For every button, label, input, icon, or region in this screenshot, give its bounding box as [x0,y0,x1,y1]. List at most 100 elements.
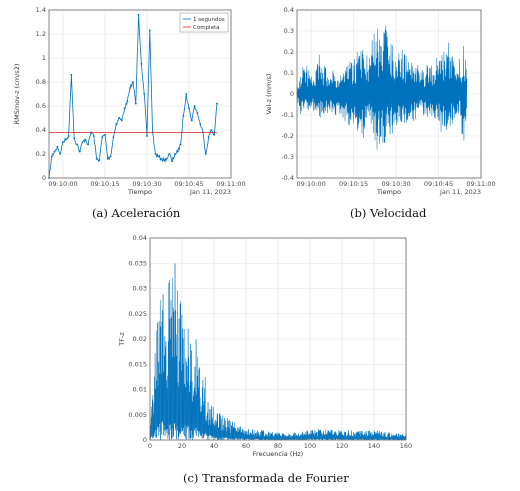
x-tick-label: 09:10:45 [174,180,203,188]
fourier-chart: 0 20 40 60 80 100 120 140 160 0 0.005 0.01 0.015 0.02… [118,234,412,458]
data-point [70,73,73,76]
legend-box [179,12,229,33]
y-tick-label: 0.4 [36,126,46,134]
data-point [126,100,129,103]
data-point [213,133,216,136]
caption-fourier: (c) Transformada de Fourier [183,471,349,485]
x-tick-label: 09:10:15 [90,180,119,188]
data-point [165,157,168,160]
x-tick-label: 09:11:00 [466,180,495,188]
velocity-chart: 09:10:00 09:10:15 09:10:30 09:10:45 09:11:00… [265,6,496,196]
acceleration-chart: 09:10:00 09:10:15 09:10:30 09:10:45 09:11:00… [13,6,246,196]
data-point [115,123,118,125]
date-label: Jan 11, 2023 [439,188,481,196]
y-tick-label: 0 [290,90,294,98]
date-label: Jan 11, 2023 [189,188,231,196]
data-point [59,153,62,155]
data-point [109,155,112,158]
y-tick-label: 0.035 [128,259,147,267]
x-axis-label: Frecuencia (Hz) [253,450,303,458]
data-point [179,143,182,146]
y-tick-label: 0.04 [133,234,147,242]
data-point [171,160,174,163]
data-point [199,123,202,125]
x-tick-label: 09:10:30 [381,180,410,188]
data-point [95,157,98,160]
x-tick-label: 60 [242,442,250,450]
plot-border [149,237,407,441]
data-point [53,150,56,153]
caption-acceleration: (a) Aceleración [92,206,181,220]
data-point [134,102,137,105]
plot-border [48,9,232,179]
series-line-velocity [296,25,468,150]
data-point [64,138,67,141]
data-point [56,145,59,148]
data-point [193,105,196,107]
x-tick-label: 09:11:00 [216,180,245,188]
data-point [168,153,171,155]
y-axis-label: RMSmov-z (cm/s2) [13,64,21,125]
data-point [118,117,120,119]
data-point [148,29,151,32]
y-tick-label: -0.2 [281,132,294,140]
data-point [92,135,95,137]
data-point [112,136,115,139]
legend-label-1-segundos: 1 segundos [193,17,225,23]
x-tick-label: 120 [336,442,348,450]
data-point [216,102,218,105]
y-tick-label: 0.8 [36,78,46,86]
y-tick-label: 1.2 [36,30,46,38]
data-point [207,136,210,139]
x-tick-label: 140 [368,442,380,450]
data-point [129,87,132,89]
data-point [62,141,64,143]
y-tick-label: 0.005 [128,411,147,419]
y-tick-label: 0.02 [133,335,147,343]
y-tick-label: 0.015 [128,360,147,368]
y-tick-label: 0.2 [36,150,46,158]
data-point [176,150,179,153]
y-tick-label: 0.2 [284,48,294,56]
data-point [182,114,185,117]
y-tick-label: 0 [143,436,147,444]
x-tick-label: 20 [178,442,186,450]
data-point [137,13,140,16]
y-tick-label: 0.4 [284,6,294,14]
y-axis-label: TF-z [118,332,126,347]
x-tick-label: 100 [304,442,316,450]
data-point [210,129,213,131]
y-tick-label: 0.01 [133,386,147,394]
data-point [106,157,109,160]
data-point [146,135,148,137]
data-point [190,119,193,122]
y-tick-label: 1 [42,54,46,62]
x-tick-label: 09:10:15 [339,180,368,188]
legend-label-completa: Completa [193,25,220,31]
data-point [73,137,76,140]
x-axis-label: Tiempo [127,188,152,196]
y-tick-label: 0.025 [128,310,147,318]
data-point [140,63,143,65]
x-tick-label: 09:10:00 [297,180,326,188]
data-point [157,155,160,158]
data-point [162,159,165,161]
data-point [98,159,101,161]
y-tick-label: 0.03 [133,285,147,293]
data-point [188,107,190,110]
x-tick-label: 80 [274,442,282,450]
y-tick-label: 0 [42,174,46,182]
x-tick-label: 09:10:30 [132,180,161,188]
data-point [84,138,87,141]
x-tick-label: 160 [400,442,412,450]
data-point [160,157,162,160]
data-point [196,112,199,115]
y-tick-label: -0.1 [281,111,294,119]
y-tick-label: 0.1 [284,69,294,77]
data-point [81,141,84,143]
y-tick-label: 0.6 [36,102,46,110]
x-tick-label: 09:10:45 [424,180,453,188]
series-line-fourier [149,263,407,441]
caption-velocity: (b) Velocidad [350,206,427,220]
data-point [185,93,188,95]
